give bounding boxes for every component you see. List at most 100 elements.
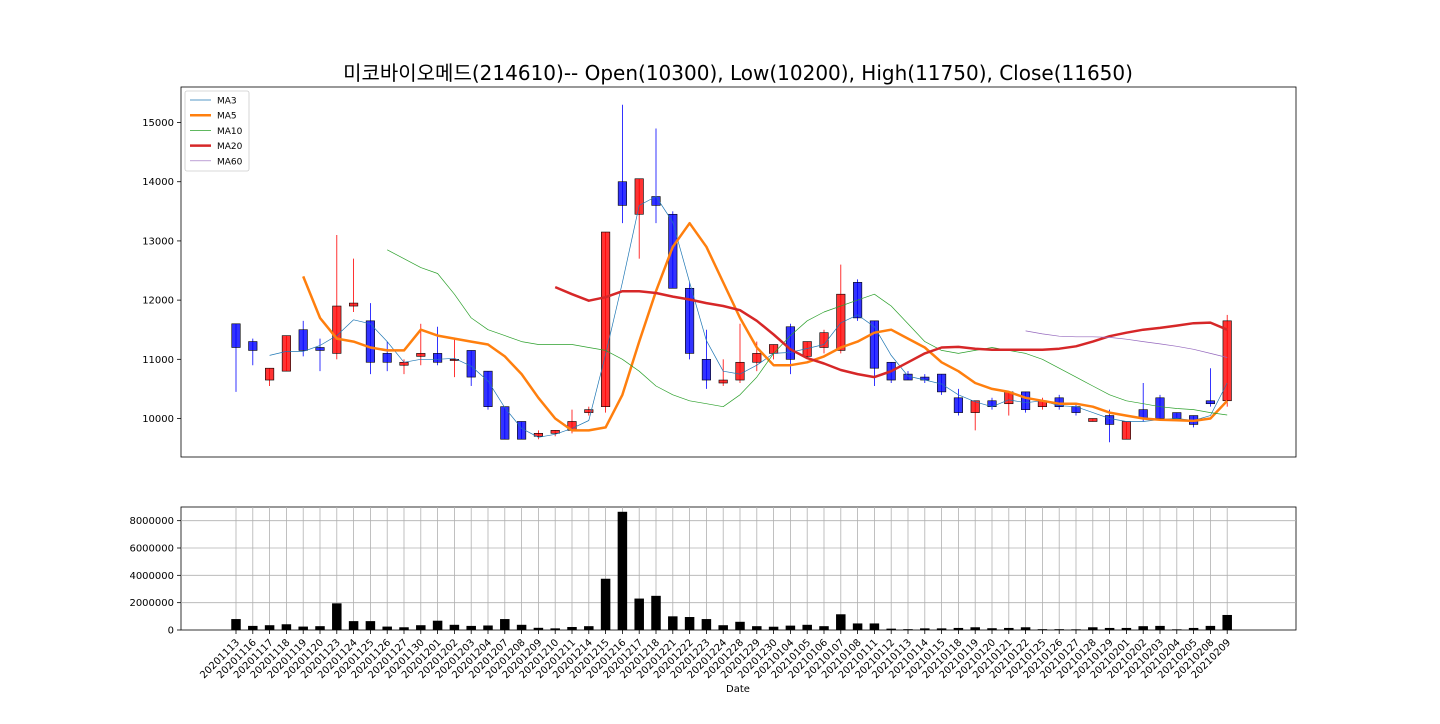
candle-body bbox=[365, 320, 375, 363]
volume-bar bbox=[718, 625, 728, 630]
volume-bar bbox=[735, 621, 745, 630]
candle-body bbox=[701, 359, 711, 381]
candle-body bbox=[315, 347, 325, 351]
volume-y-tick-label: 4000000 bbox=[129, 571, 174, 582]
candle bbox=[298, 320, 308, 357]
volume-bar bbox=[701, 619, 712, 630]
volume-bar bbox=[600, 578, 611, 630]
candle-body bbox=[382, 353, 392, 363]
volume-bar bbox=[936, 628, 947, 630]
candle-body bbox=[785, 326, 795, 360]
candle bbox=[685, 282, 695, 360]
volume-y-tick-label: 8000000 bbox=[129, 516, 174, 527]
candle-body bbox=[399, 361, 409, 366]
candle-body bbox=[617, 181, 627, 206]
candle bbox=[365, 303, 375, 375]
candle bbox=[248, 338, 258, 366]
candle bbox=[735, 323, 745, 383]
volume-bar bbox=[1020, 627, 1031, 630]
price-y-tick-label: 13000 bbox=[142, 236, 174, 247]
volume-bar bbox=[836, 614, 846, 630]
volume-bar bbox=[1188, 627, 1199, 630]
candle bbox=[550, 430, 560, 437]
candle bbox=[1088, 418, 1098, 422]
candle-body bbox=[752, 353, 762, 363]
candle bbox=[281, 335, 291, 372]
volume-bar bbox=[298, 626, 308, 630]
volume-bar bbox=[869, 623, 880, 630]
volume-bar bbox=[634, 598, 644, 630]
candle bbox=[617, 104, 627, 224]
volume-bar bbox=[1138, 626, 1148, 630]
candle-body bbox=[668, 213, 678, 289]
candle bbox=[349, 258, 359, 312]
volume-bar bbox=[684, 617, 695, 630]
candle-body bbox=[735, 361, 745, 381]
volume-bar bbox=[449, 624, 460, 630]
volume-bar bbox=[651, 595, 661, 630]
candle bbox=[937, 373, 947, 395]
candle bbox=[433, 326, 443, 366]
candle-body bbox=[819, 332, 829, 348]
volume-bar bbox=[1071, 629, 1081, 630]
legend-label: MA60 bbox=[217, 157, 243, 167]
volume-bar bbox=[416, 625, 426, 630]
candle bbox=[466, 350, 476, 386]
candle bbox=[1105, 409, 1115, 443]
candle-body bbox=[1205, 400, 1215, 405]
volume-bar bbox=[533, 627, 544, 630]
x-axis-label: Date bbox=[726, 684, 750, 695]
candle bbox=[836, 264, 846, 354]
candle-body bbox=[1105, 415, 1115, 425]
candle-body bbox=[332, 305, 342, 354]
candle-body bbox=[634, 178, 644, 215]
candle-body bbox=[584, 409, 594, 413]
candle-body bbox=[1021, 391, 1031, 410]
volume-plot-frame bbox=[180, 506, 1297, 631]
candle-body bbox=[769, 344, 779, 354]
candle bbox=[1021, 391, 1031, 413]
chart-title: 미코바이오메드(214610)-- Open(10300), Low(10200… bbox=[343, 61, 1133, 85]
volume-bar bbox=[348, 621, 359, 630]
candle-body bbox=[1121, 421, 1131, 440]
volume-bar bbox=[1088, 627, 1098, 630]
volume-bar bbox=[1222, 614, 1232, 630]
candle bbox=[265, 367, 275, 386]
candle bbox=[500, 406, 510, 440]
ma-line-ma60 bbox=[1025, 330, 1228, 358]
candle bbox=[1205, 368, 1215, 407]
candle-body bbox=[231, 323, 241, 348]
candle-body bbox=[685, 287, 695, 354]
candle-body bbox=[802, 341, 812, 357]
candle bbox=[953, 388, 963, 416]
candle bbox=[584, 406, 594, 416]
volume-bar bbox=[550, 628, 560, 630]
volume-panel: 0200000040000006000000800000020201113202… bbox=[129, 506, 1297, 681]
volume-bar bbox=[248, 625, 258, 630]
candle-body bbox=[953, 397, 963, 413]
volume-bar bbox=[819, 626, 829, 630]
volume-bar bbox=[1004, 627, 1014, 630]
volume-bar bbox=[500, 619, 510, 630]
candle bbox=[601, 231, 611, 413]
legend: MA3 MA5 MA10 MA20 MA60 bbox=[184, 90, 250, 172]
candle-body bbox=[718, 379, 728, 384]
legend-label: MA20 bbox=[217, 142, 243, 152]
volume-bar bbox=[1104, 627, 1115, 630]
ma-line-ma20 bbox=[554, 285, 1228, 379]
volume-bar bbox=[466, 625, 476, 630]
volume-bar bbox=[382, 626, 392, 630]
volume-bar bbox=[365, 621, 376, 630]
candle bbox=[483, 370, 493, 410]
price-y-tick-label: 10000 bbox=[142, 414, 174, 425]
volume-bar bbox=[903, 629, 913, 630]
candle bbox=[819, 329, 829, 354]
volume-y-tick-label: 2000000 bbox=[129, 598, 174, 609]
volume-bar bbox=[399, 627, 409, 630]
candle-body bbox=[281, 335, 291, 372]
volume-y-tick-label: 6000000 bbox=[129, 544, 174, 555]
candle-body bbox=[466, 350, 476, 378]
volume-bar bbox=[584, 626, 594, 630]
candle-body bbox=[298, 329, 308, 351]
